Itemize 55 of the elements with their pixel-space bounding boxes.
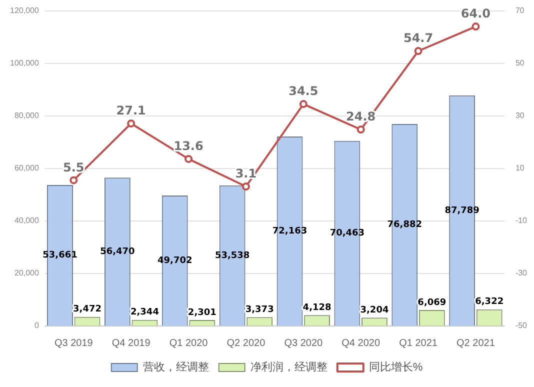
data-label: 3,204 [360, 305, 389, 316]
y2-tick-label: -50 [515, 321, 528, 330]
y2-tick-label: 50 [515, 58, 525, 68]
point [414, 46, 422, 55]
y2-tick-label: -10 [515, 216, 528, 226]
y2-tick-label: -30 [515, 268, 528, 278]
x-tick-label: Q3 2020 [284, 338, 324, 349]
y-tick-label: 60,000 [14, 164, 40, 173]
x-tick-label: Q2 2021 [456, 338, 496, 349]
data-label: 53,661 [42, 250, 78, 261]
data-label: 53,538 [214, 250, 250, 261]
x-tick-label: Q3 2019 [54, 338, 94, 349]
data-label: 34.5 [288, 84, 318, 98]
data-label: 2,344 [130, 308, 159, 318]
legend-label: 同比增长% [368, 360, 423, 374]
y2-tick-label: 10 [515, 164, 525, 173]
data-label: 3,373 [245, 304, 274, 315]
y2-tick-label: 30 [515, 111, 525, 120]
data-label: 70,463 [330, 228, 365, 239]
point [356, 126, 365, 134]
data-label: 3,472 [73, 304, 102, 315]
data-label: 56,470 [100, 246, 135, 257]
y-tick-label: 20,000 [14, 268, 40, 278]
data-label: 72,163 [272, 226, 308, 236]
x-tick-label: Q1 2020 [169, 338, 208, 349]
y-tick-label: 100,000 [10, 58, 40, 68]
data-label: 5.5 [63, 160, 84, 174]
y-tick-label: 80,000 [14, 111, 40, 120]
x-tick-label: Q1 2021 [399, 338, 438, 349]
y-tick-label: 120,000 [10, 6, 40, 16]
y2-tick-label: 70 [515, 6, 525, 16]
data-label: 27.1 [116, 104, 146, 118]
data-label: 6,069 [418, 298, 446, 308]
point [472, 22, 480, 31]
point [299, 100, 308, 108]
x-tick-label: Q2 2020 [226, 338, 266, 349]
data-label: 6,322 [475, 297, 504, 308]
point [127, 119, 136, 128]
point [70, 176, 78, 184]
x-tick-label: Q4 2020 [342, 338, 380, 349]
legend-label: 营收，经调整 [142, 360, 209, 374]
legend-label: 净利润，经调整 [250, 360, 328, 374]
data-label: 87,789 [444, 206, 480, 216]
point [184, 154, 193, 163]
y-tick-label: 0 [34, 321, 40, 330]
y-tick-label: 40,000 [14, 216, 40, 226]
data-label: 4,128 [302, 303, 332, 313]
point [242, 182, 250, 191]
data-label: 13.6 [174, 139, 204, 154]
data-label: 76,882 [387, 220, 422, 230]
data-label: 54.7 [403, 31, 434, 46]
data-label: 49,702 [158, 256, 192, 266]
data-label: 2,301 [188, 308, 216, 318]
data-label: 64.0 [460, 6, 491, 21]
x-tick-label: Q4 2019 [112, 338, 151, 349]
